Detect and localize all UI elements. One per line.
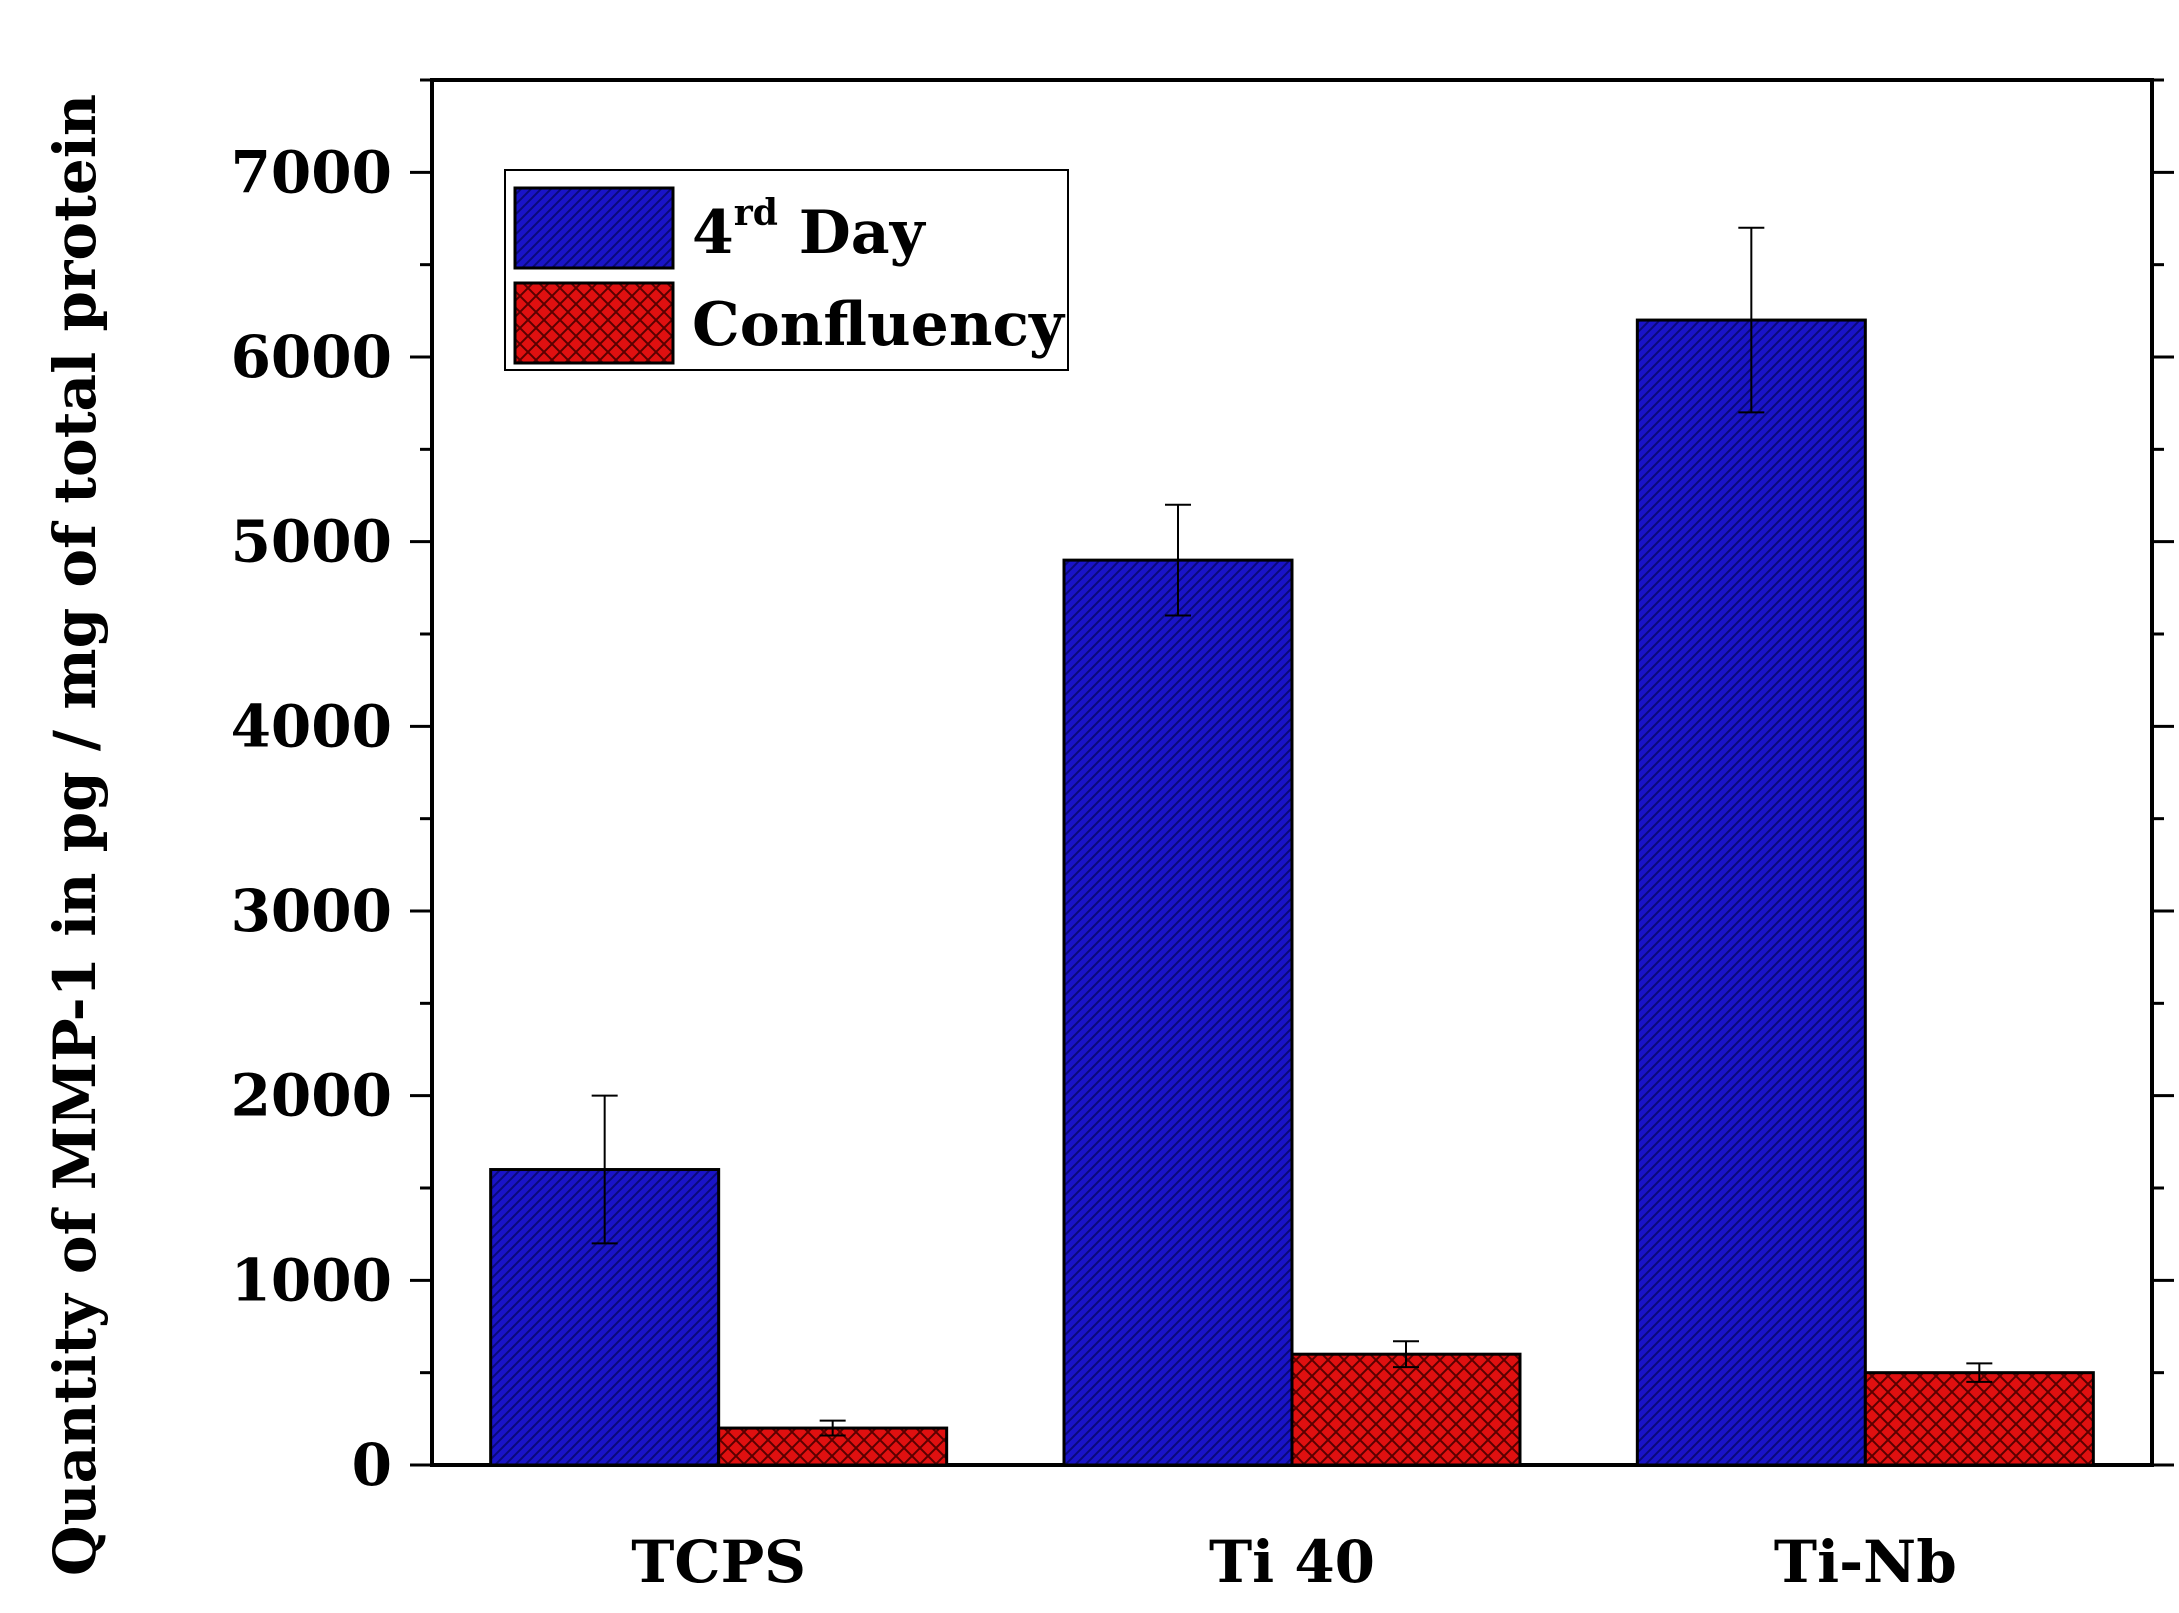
- x-tick-label: Ti 40: [1209, 1528, 1375, 1596]
- legend-label-4rd-day: 4rd Day: [692, 192, 927, 268]
- y-tick-label: 2000: [231, 1062, 392, 1130]
- y-axis-title: Quantity of MMP-1 in pg / mg of total pr…: [41, 94, 109, 1576]
- y-tick-label: 0: [352, 1431, 392, 1499]
- y-tick-label: 6000: [231, 323, 392, 391]
- legend-label-confluency: Confluency: [692, 290, 1066, 360]
- y-tick-label: 4000: [231, 692, 392, 760]
- y-tick-label: 7000: [231, 138, 392, 206]
- legend-swatch-4rd-day: [513, 186, 675, 270]
- y-tick-label: 3000: [231, 877, 392, 945]
- bar-confluency-ti-nb: [1863, 1371, 2095, 1467]
- bar-4rd-day-ti-40: [1062, 558, 1294, 1467]
- legend-swatch-confluency: [513, 281, 675, 365]
- bar-4rd-day-ti-nb: [1635, 318, 1867, 1467]
- y-tick-label: 1000: [231, 1246, 392, 1314]
- bar-confluency-tcps: [717, 1426, 949, 1467]
- x-axis: TCPS Ti 40 Ti-Nb: [631, 1528, 1957, 1596]
- bars-group: [489, 226, 2095, 1467]
- y-axis: 0 1000 2000 3000 4000 5000 6000 7000: [231, 78, 2174, 1499]
- bar-confluency-ti-40: [1290, 1352, 1522, 1467]
- x-tick-label: TCPS: [631, 1528, 806, 1596]
- y-tick-label: 5000: [231, 508, 392, 576]
- x-tick-label: Ti-Nb: [1774, 1528, 1957, 1596]
- legend: 4rd Day Confluency: [504, 169, 1069, 371]
